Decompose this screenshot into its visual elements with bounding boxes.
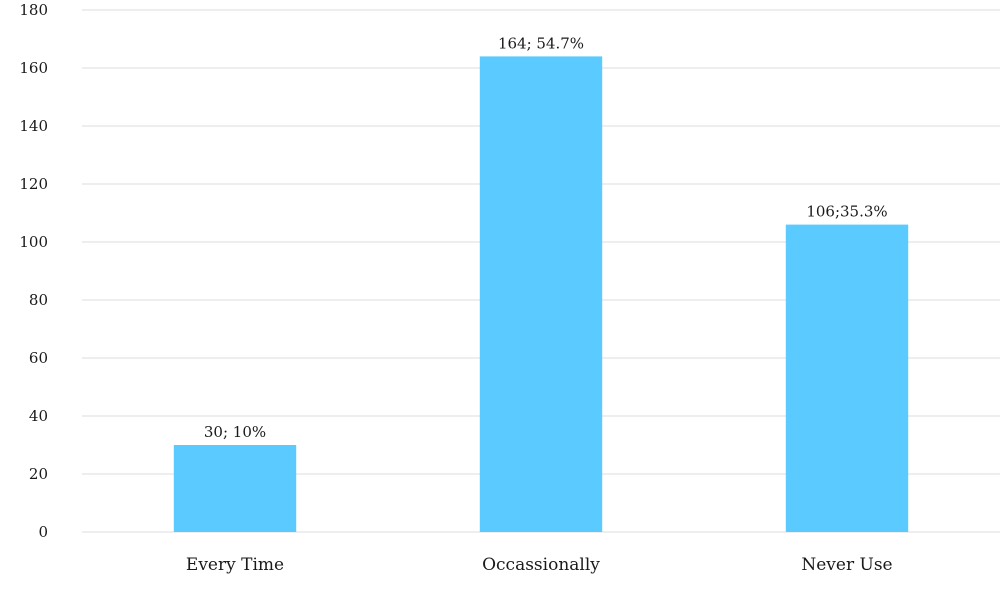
y-tick-label: 160 (19, 59, 48, 77)
y-tick-label: 140 (19, 117, 48, 135)
bars (173, 56, 909, 533)
y-tick-label: 80 (29, 291, 48, 309)
y-tick-label: 180 (19, 1, 48, 19)
x-category-label: Occassionally (482, 555, 600, 575)
y-tick-label: 60 (29, 349, 48, 367)
bar-value-label: 106;35.3% (806, 203, 887, 221)
data-labels: 30; 10% 164; 54.7% 106;35.3% (204, 34, 888, 441)
y-tick-label: 120 (19, 175, 48, 193)
y-tick-label: 0 (38, 523, 48, 541)
x-category-label: Every Time (186, 555, 284, 575)
y-axis-ticks: 0 20 40 60 80 100 120 140 160 180 (19, 1, 48, 541)
x-axis-categories: Every Time Occassionally Never Use (186, 555, 893, 575)
bar-value-label: 164; 54.7% (498, 34, 584, 52)
x-category-label: Never Use (801, 555, 892, 575)
y-tick-label: 20 (29, 465, 48, 483)
bar-value-label: 30; 10% (204, 423, 266, 441)
bar (479, 56, 603, 533)
bar (173, 445, 297, 532)
y-tick-label: 40 (29, 407, 48, 425)
bar (785, 224, 909, 532)
y-tick-label: 100 (19, 233, 48, 251)
